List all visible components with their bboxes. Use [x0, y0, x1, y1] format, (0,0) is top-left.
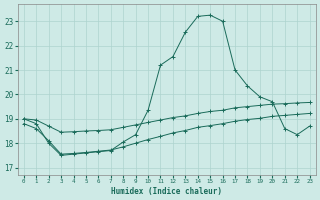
X-axis label: Humidex (Indice chaleur): Humidex (Indice chaleur) — [111, 187, 222, 196]
